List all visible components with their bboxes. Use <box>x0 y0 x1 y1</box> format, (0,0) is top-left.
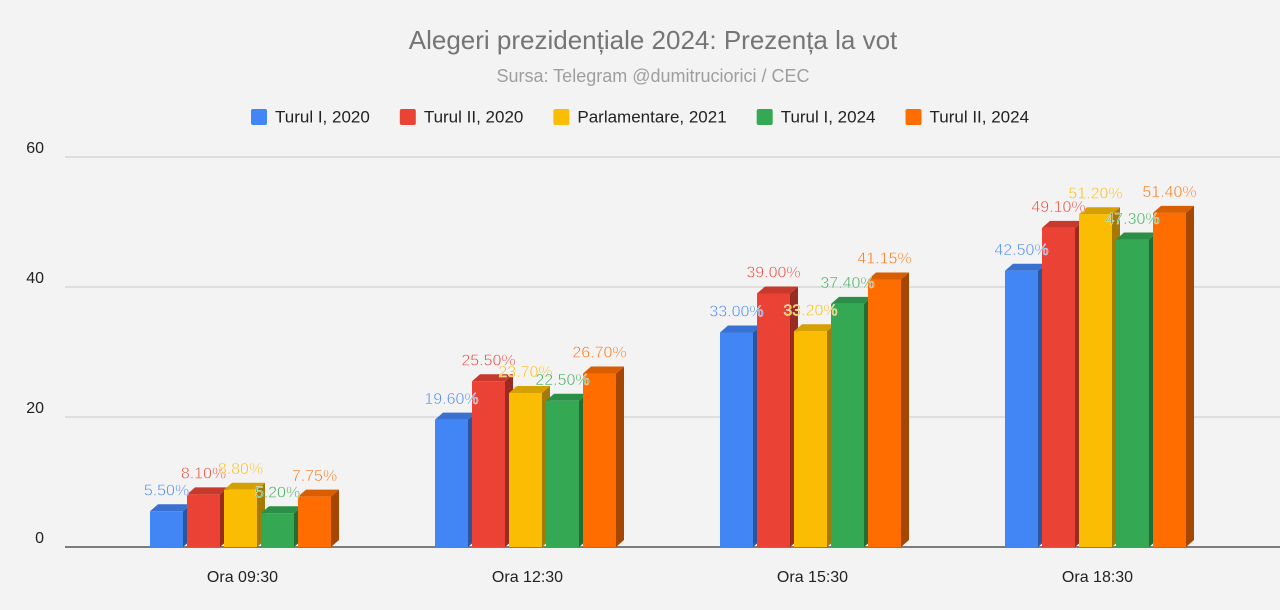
bar-top <box>1079 207 1120 215</box>
y-tick-label: 60 <box>26 140 44 157</box>
bar <box>509 392 542 547</box>
bar-side <box>901 272 909 547</box>
legend-label: Turul I, 2024 <box>781 107 876 126</box>
bar-top <box>224 482 265 490</box>
data-label: 7.75% <box>292 468 337 485</box>
bar-top <box>583 366 624 374</box>
legend-label: Turul I, 2020 <box>275 107 370 126</box>
data-label: 19.60% <box>424 391 478 408</box>
data-label: 51.20% <box>1068 185 1122 202</box>
data-label: 5.20% <box>255 484 300 501</box>
bar-top <box>187 487 228 495</box>
bar-top <box>150 504 191 512</box>
data-label: 51.40% <box>1142 184 1196 201</box>
bar-side <box>331 489 339 547</box>
bar-side <box>616 366 624 547</box>
y-tick-label: 0 <box>35 530 44 547</box>
bar <box>757 293 790 547</box>
data-label: 41.15% <box>857 251 911 268</box>
bar <box>1153 212 1186 547</box>
legend-swatch <box>399 109 416 125</box>
bar-top <box>261 506 302 514</box>
bar-top <box>472 374 513 382</box>
data-label: 33.00% <box>709 304 763 321</box>
bar-top <box>298 489 339 497</box>
y-tick-label: 40 <box>26 270 44 287</box>
bar-top <box>794 324 835 332</box>
bar <box>472 381 505 547</box>
bar-top <box>546 393 587 401</box>
bar <box>435 419 468 547</box>
legend-swatch <box>251 109 267 125</box>
data-label: 42.50% <box>994 242 1048 259</box>
bar-top <box>435 412 476 420</box>
data-label: 8.10% <box>181 466 226 483</box>
legend-swatch <box>756 109 773 125</box>
bar-top <box>1153 205 1194 213</box>
legend-label: Turul II, 2024 <box>930 107 1030 126</box>
data-label: 47.30% <box>1105 211 1159 228</box>
bar <box>583 373 616 547</box>
x-tick-label: Ora 18:30 <box>1062 569 1133 586</box>
chart-title: Alegeri prezidențiale 2024: Prezența la … <box>409 25 898 55</box>
bar <box>1116 239 1149 548</box>
bar <box>720 332 753 547</box>
x-tick-label: Ora 09:30 <box>207 569 278 586</box>
legend-label: Parlamentare, 2021 <box>577 107 726 126</box>
legend-swatch <box>905 109 922 125</box>
bar <box>1005 270 1038 547</box>
bar-top <box>1005 263 1046 271</box>
y-tick-label: 20 <box>26 400 44 417</box>
bar <box>1079 214 1112 547</box>
data-label: 23.70% <box>498 364 552 381</box>
bar-top <box>720 325 761 333</box>
bar-top <box>831 296 872 304</box>
x-tick-label: Ora 12:30 <box>492 569 563 586</box>
data-label: 5.50% <box>144 482 189 499</box>
legend-swatch <box>553 109 570 125</box>
legend-label: Turul II, 2020 <box>424 107 524 126</box>
bar <box>224 489 257 547</box>
data-label: 33.20% <box>783 302 837 319</box>
data-label: 37.40% <box>820 275 874 292</box>
data-label: 22.50% <box>535 372 589 389</box>
bar-top <box>868 272 909 280</box>
bar <box>187 494 220 547</box>
chart-subtitle: Sursa: Telegram @dumitruciorici / CEC <box>496 66 809 86</box>
data-label: 49.10% <box>1031 199 1085 216</box>
data-label: 39.00% <box>746 265 800 282</box>
x-tick-label: Ora 15:30 <box>777 569 848 586</box>
bar <box>150 511 183 547</box>
bar-top <box>1042 220 1083 228</box>
data-label: 25.50% <box>461 352 515 369</box>
bar-top <box>509 385 550 393</box>
data-label: 26.70% <box>572 345 626 362</box>
bar <box>298 496 331 547</box>
bar <box>1042 227 1075 547</box>
bar-top <box>1116 232 1157 240</box>
bar-top <box>757 286 798 294</box>
bar <box>546 400 579 547</box>
bar <box>794 331 827 547</box>
bar <box>868 279 901 547</box>
bar-side <box>1186 205 1194 547</box>
bar <box>831 303 864 547</box>
data-label: 8.80% <box>218 461 263 478</box>
bar <box>261 513 294 547</box>
